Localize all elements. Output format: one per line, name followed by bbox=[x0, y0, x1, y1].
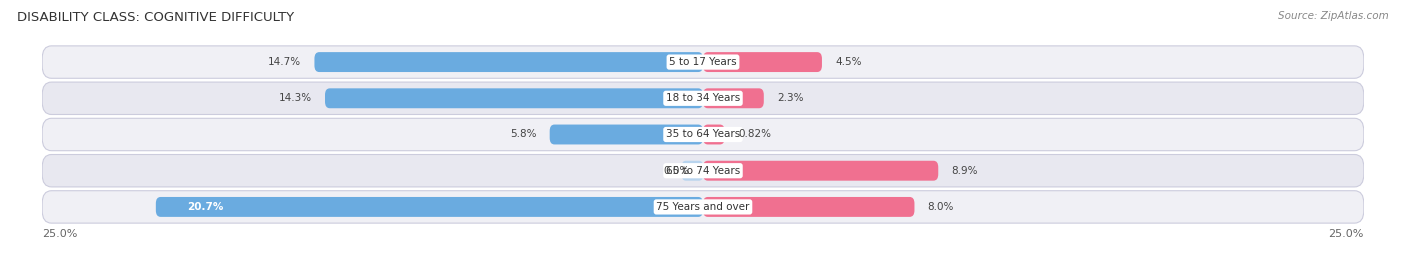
Text: 8.0%: 8.0% bbox=[928, 202, 955, 212]
Text: 75 Years and over: 75 Years and over bbox=[657, 202, 749, 212]
FancyBboxPatch shape bbox=[315, 52, 703, 72]
FancyBboxPatch shape bbox=[42, 118, 1364, 151]
FancyBboxPatch shape bbox=[703, 197, 914, 217]
Legend: Male, Female: Male, Female bbox=[647, 265, 759, 269]
Text: 0.0%: 0.0% bbox=[664, 166, 690, 176]
Text: 5 to 17 Years: 5 to 17 Years bbox=[669, 57, 737, 67]
FancyBboxPatch shape bbox=[703, 52, 823, 72]
FancyBboxPatch shape bbox=[42, 154, 1364, 187]
Text: 4.5%: 4.5% bbox=[835, 57, 862, 67]
Text: 5.8%: 5.8% bbox=[510, 129, 537, 140]
Text: 35 to 64 Years: 35 to 64 Years bbox=[666, 129, 740, 140]
Text: 0.82%: 0.82% bbox=[738, 129, 770, 140]
Text: 8.9%: 8.9% bbox=[952, 166, 979, 176]
FancyBboxPatch shape bbox=[42, 46, 1364, 78]
Text: 14.7%: 14.7% bbox=[269, 57, 301, 67]
Text: 25.0%: 25.0% bbox=[1329, 229, 1364, 239]
FancyBboxPatch shape bbox=[550, 125, 703, 144]
Text: 18 to 34 Years: 18 to 34 Years bbox=[666, 93, 740, 103]
FancyBboxPatch shape bbox=[703, 161, 938, 181]
Text: 14.3%: 14.3% bbox=[278, 93, 312, 103]
FancyBboxPatch shape bbox=[703, 125, 724, 144]
Text: 65 to 74 Years: 65 to 74 Years bbox=[666, 166, 740, 176]
Text: 25.0%: 25.0% bbox=[42, 229, 77, 239]
FancyBboxPatch shape bbox=[156, 197, 703, 217]
Text: DISABILITY CLASS: COGNITIVE DIFFICULTY: DISABILITY CLASS: COGNITIVE DIFFICULTY bbox=[17, 11, 294, 24]
Text: Source: ZipAtlas.com: Source: ZipAtlas.com bbox=[1278, 11, 1389, 21]
FancyBboxPatch shape bbox=[42, 191, 1364, 223]
FancyBboxPatch shape bbox=[325, 88, 703, 108]
Text: 20.7%: 20.7% bbox=[187, 202, 224, 212]
Text: 2.3%: 2.3% bbox=[778, 93, 803, 103]
FancyBboxPatch shape bbox=[42, 82, 1364, 115]
FancyBboxPatch shape bbox=[703, 88, 763, 108]
FancyBboxPatch shape bbox=[682, 161, 703, 181]
